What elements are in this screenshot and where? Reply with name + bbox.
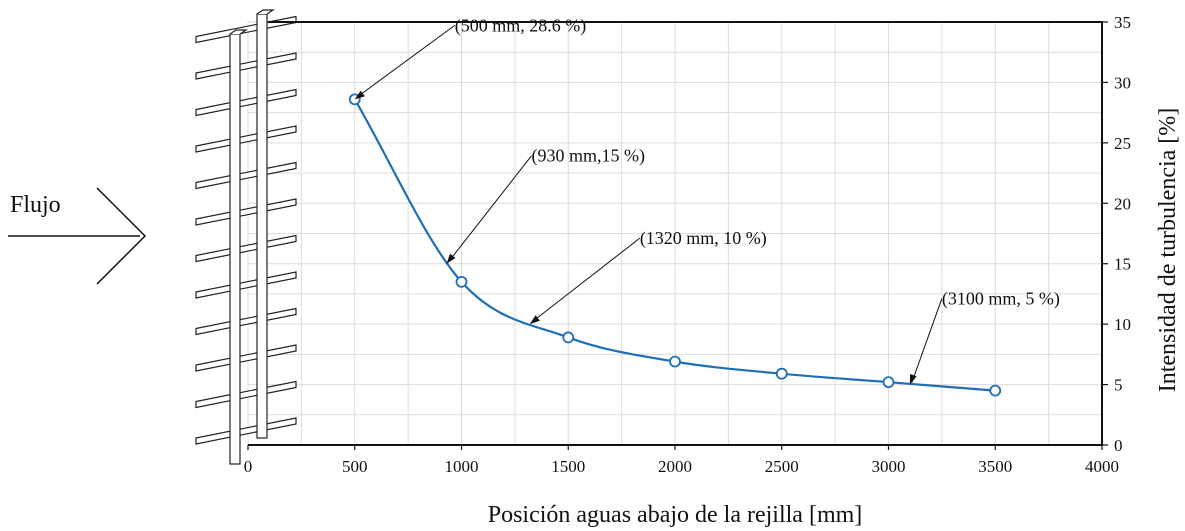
y-tick-label: 30 [1114,73,1131,92]
x-axis-title: Posición aguas abajo de la rejilla [mm] [488,502,863,528]
annotation-leader [911,298,943,383]
grid-bar-horizontal [195,52,297,80]
annotation-leader [356,24,456,98]
x-tick-label: 1000 [445,457,479,476]
x-tick-label: 500 [342,457,368,476]
data-point [882,376,895,389]
y-axis-title: Intensidad de turbulencia [%] [1155,108,1181,393]
y-tick-label: 0 [1114,436,1123,455]
y-tick-label: 35 [1114,13,1131,32]
grid-bar-horizontal [195,380,297,409]
annotation-label: (930 mm,15 %) [532,146,645,167]
x-tick-label: 4000 [1085,457,1119,476]
data-point [989,384,1002,397]
grid-bar-horizontal [195,234,297,263]
grid-bar-horizontal [195,88,297,117]
data-point [562,331,575,344]
annotation-label: (1320 mm, 10 %) [640,228,767,249]
y-tick-label: 5 [1114,376,1123,395]
grid-bar-vertical [229,33,241,465]
flow-indicator: Flujo [8,187,147,285]
x-tick-label: 3500 [978,457,1012,476]
grid-bar-horizontal [195,417,297,445]
annotation-arrowhead [446,253,456,264]
grid-illustration [195,9,297,465]
x-tick-label: 2500 [765,457,799,476]
axes: 0 500 1000 1500 2000 2500 3000 3500 4000 0 5 10 15 20… [244,13,1131,476]
grid-bar-vertical [256,13,268,439]
y-tick-label: 25 [1114,134,1131,153]
y-tick-label: 10 [1114,315,1131,334]
annotation-leader [531,237,641,323]
annotation-label: (3100 mm, 5 %) [942,289,1060,310]
grid-bar-horizontal [195,344,297,372]
annotation-arrowhead [909,373,917,385]
annotation-leader [448,155,532,263]
y-tick-label: 20 [1114,194,1131,213]
y-tick-label: 15 [1114,255,1131,274]
grid-bar-horizontal [195,307,297,336]
annotation-arrowhead [354,90,365,100]
data-point [669,355,681,368]
x-tick-label: 3000 [872,457,906,476]
grid-bar-horizontal [195,161,297,190]
flow-label: Flujo [10,192,61,218]
annotation-label: (500 mm, 28.6 %) [455,15,586,36]
annotation-arrowhead [529,315,540,325]
grid-bar-vertical-top [229,29,248,35]
flow-arrow-icon [8,187,147,285]
annotations: (500 mm, 28.6 %) (930 mm,15 %) (1320 mm, 1… [354,15,1060,385]
data-point [455,275,468,288]
x-tick-label: 2000 [658,457,692,476]
grid-bar-vertical-top [256,9,275,15]
grid-bar-horizontal [195,198,297,226]
x-tick-label: 1500 [551,457,585,476]
x-tick-label: 0 [244,457,253,476]
data-point [775,367,788,380]
grid-bar-horizontal [195,125,297,153]
